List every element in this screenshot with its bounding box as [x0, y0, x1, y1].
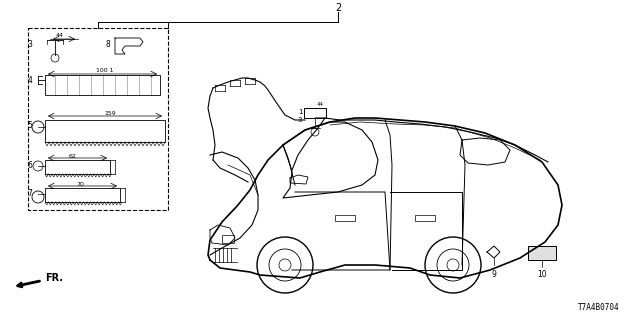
Bar	[415, 215, 435, 221]
Text: 9: 9	[492, 270, 497, 279]
Text: T7A4B0704: T7A4B0704	[579, 303, 620, 312]
Text: 159: 159	[104, 110, 116, 116]
Bar	[528, 246, 556, 260]
Text: 6: 6	[27, 161, 32, 170]
Bar	[45, 160, 110, 174]
Text: 70: 70	[76, 181, 84, 187]
Text: 4: 4	[27, 76, 32, 84]
Text: 3: 3	[298, 117, 302, 123]
Bar	[28, 28, 168, 210]
Text: 62: 62	[69, 154, 77, 158]
Text: 44: 44	[56, 33, 64, 37]
Text: 44: 44	[317, 102, 323, 107]
Text: 10: 10	[537, 270, 547, 279]
Bar	[304, 108, 326, 118]
Text: 100 1: 100 1	[96, 68, 114, 73]
Bar	[335, 215, 355, 221]
Text: 7: 7	[27, 188, 32, 197]
Text: 1: 1	[298, 109, 303, 115]
Bar	[222, 235, 234, 243]
Text: 3: 3	[27, 39, 32, 49]
Text: 5: 5	[27, 121, 32, 130]
Text: FR.: FR.	[18, 273, 63, 287]
Bar	[45, 188, 120, 202]
Bar	[45, 120, 165, 142]
Text: 8: 8	[105, 39, 110, 49]
Bar	[45, 75, 160, 95]
Text: 2: 2	[335, 3, 341, 13]
